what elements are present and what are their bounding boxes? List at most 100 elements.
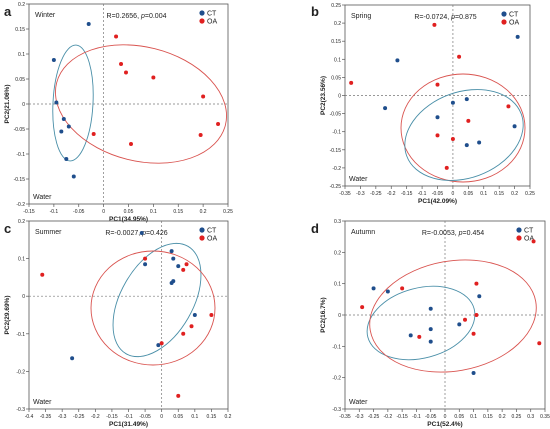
x-tick-label: 0.25 [223,209,233,215]
panel-letter: b [311,4,319,19]
data-point-ct [171,279,176,284]
plot-frame [28,220,229,410]
x-tick-label: -0.3 [356,191,365,197]
x-tick-label: -0.1 [418,191,427,197]
x-tick-label: 0 [102,209,105,215]
x-tick-label: 0.15 [494,191,504,197]
x-axis-label: PC1(31.49%) [109,421,148,428]
y-tick-label: 0.1 [18,257,25,263]
stats-label: R=-0.0027, p=0.426 [105,230,167,237]
data-point-oa [466,118,471,123]
season-label: Summer [35,229,62,236]
data-point-oa [360,305,365,310]
x-tick-label: 0.1 [150,209,157,215]
x-tick-label: -0.25 [370,191,382,197]
x-tick-label: 0.35 [540,414,550,420]
data-point-ct [450,100,455,105]
x-axis-label: PC1(34.95%) [109,216,148,223]
legend-label-oa: OA [509,20,519,27]
y-axis-label: PC2(21.06%) [4,84,11,123]
confidence-ellipse-a [400,73,526,183]
x-tick-label: 0 [444,414,447,420]
x-tick-label: -0.1 [412,414,421,420]
data-point-ct [471,370,476,375]
data-point-oa [471,331,476,336]
y-tick-label: -0.1 [332,344,341,350]
legend-marker-oa [516,235,522,241]
data-point-ct [64,157,69,161]
data-point-oa [417,334,422,339]
x-tick-label: 0.1 [480,191,487,197]
x-axis-label: PC1(42.09%) [418,198,457,205]
data-point-ct [428,339,433,344]
y-tick-label: 0.2 [334,21,341,27]
data-point-oa [450,136,455,141]
data-point-ct [435,115,440,120]
stats-label: R=-0.0053, p=0.454 [422,230,484,237]
y-tick-label: 0 [338,94,341,100]
data-point-oa [474,281,479,286]
water-label: Water [349,176,368,183]
data-point-oa [40,272,45,277]
data-point-oa [506,104,511,109]
stats-p-symbol: p [140,13,145,20]
data-point-oa [457,54,462,59]
data-point-ct [477,294,482,299]
x-tick-label: 0.3 [527,414,534,420]
data-point-ct [428,306,433,311]
x-tick-label: -0.35 [339,191,351,197]
x-tick-label: -0.2 [91,414,100,420]
data-point-oa [91,132,96,136]
y-tick-label: 0 [22,102,25,108]
y-tick-label: 0.1 [334,282,341,288]
panel-letter: c [4,221,11,236]
y-tick-label: -0.1 [16,152,25,158]
y-tick-label: -0.1 [16,332,25,338]
y-tick-label: -0.2 [16,369,25,375]
panel-a: a-0.15 -0.1 -0.05 0 0.05 0.1 0.15 0.2 0.25-0.2-0… [4,2,233,223]
x-tick-label: -0.15 [396,414,408,420]
data-point-oa [159,341,164,346]
y-tick-label: -0.2 [332,166,341,172]
data-point-ct [54,100,59,105]
data-point-oa [151,75,156,80]
legend-marker-oa [199,235,205,241]
x-tick-label: -0.35 [339,414,351,420]
data-point-ct [385,289,390,294]
x-tick-label: -0.3 [58,414,67,420]
y-tick-label: -0.2 [16,202,25,208]
stats-label: R=0.2656, p=0.004 [107,13,167,20]
x-tick-label: -0.25 [368,414,380,420]
data-point-ct [66,124,71,129]
data-point-ct [428,327,433,332]
data-point-oa [435,133,440,138]
data-point-oa [114,34,119,39]
legend-label-ct: CT [524,228,534,235]
y-tick-label: 0.05 [15,77,25,83]
x-tick-label: -0.05 [432,191,444,197]
x-tick-label: 0.05 [124,209,134,215]
y-tick-label: -0.15 [14,177,26,183]
y-tick-label: 0.2 [334,250,341,256]
legend-marker-ct [199,10,205,16]
x-tick-label: -0.2 [387,191,396,197]
x-tick-label: 0.15 [173,209,183,215]
data-point-oa [349,80,354,85]
data-point-ct [383,106,388,111]
data-point-ct [464,97,469,102]
y-axis-label: PC2(16.7%) [320,297,327,332]
data-point-ct [371,286,376,291]
season-label: Winter [35,12,56,19]
y-tick-label: -0.3 [16,407,25,413]
data-point-ct [192,313,197,317]
season-label: Autumn [351,229,375,236]
x-tick-label: 0.1 [470,414,477,420]
stats-r: R=0.2656, [107,13,141,20]
data-point-ct [51,58,56,62]
x-tick-label: -0.4 [25,414,34,420]
stats-p-value: =0.426 [146,230,168,237]
legend-label-oa: OA [207,19,217,26]
data-point-ct [86,22,91,26]
data-point-oa [201,94,206,99]
stats-p-value: =0.875 [455,14,477,21]
